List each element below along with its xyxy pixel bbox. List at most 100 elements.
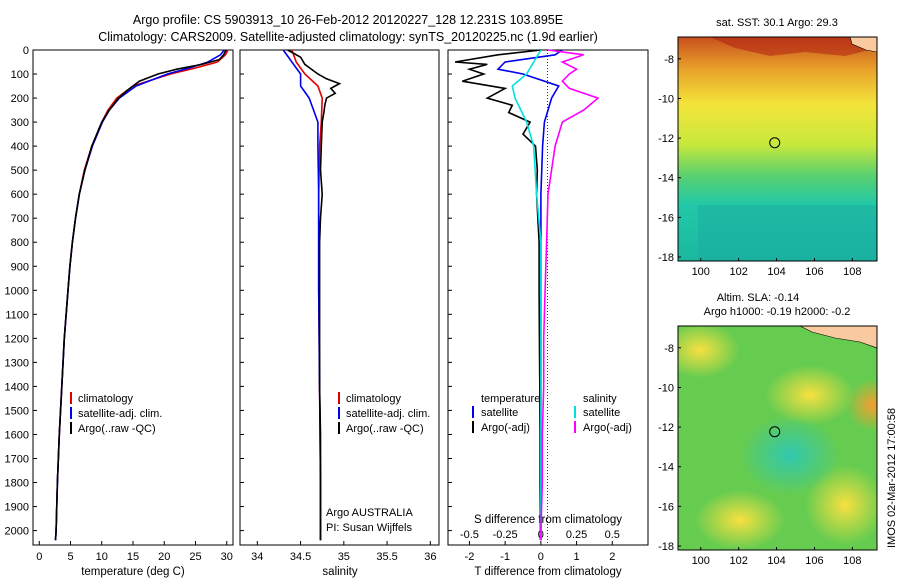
lat-tick-label: -10 <box>658 93 674 105</box>
sla-high-4 <box>695 490 785 550</box>
temperature-tick-label: 30 <box>221 551 233 563</box>
figure-subtitle: Climatology: CARS2009. Satellite-adjuste… <box>98 30 598 44</box>
series-temperature-argo-adj- <box>454 49 542 541</box>
temperature-axis: 0 5 10 15 20 25 30 <box>36 541 233 563</box>
land-mass <box>849 37 877 53</box>
salinity-tick-label: 34.5 <box>290 551 311 563</box>
sst-map: sat. SST: 30.1 Argo: 29.3 100 102 104 106 10… <box>658 17 878 278</box>
imos-stamp: IMOS 02-Mar-2012 17:00:58 <box>886 408 898 548</box>
legend-label-t-satellite: satellite <box>481 407 518 419</box>
lat-tick-label: -10 <box>658 382 674 394</box>
legend-swatch-argo <box>70 422 72 434</box>
lon-tick-label: 102 <box>729 555 747 567</box>
depth-tick-label: 1900 <box>5 502 29 514</box>
depth-tick-label: 900 <box>11 261 29 273</box>
legend-label-s-argo: Argo(-adj) <box>583 422 632 434</box>
sst-map-axes: 100 102 104 106 108 -8 -10 -12 -14 -16 -18 <box>658 54 861 278</box>
series-satellite-adj-clim- <box>54 49 225 541</box>
lat-tick-label: -18 <box>658 252 674 264</box>
sla-high-2 <box>765 365 855 425</box>
sla-high-1 <box>678 326 740 378</box>
salinity-tick-label: 34 <box>251 551 263 563</box>
depth-tick-label: 1100 <box>5 309 29 321</box>
t-difference-tick-label: 2 <box>609 551 615 563</box>
depth-tick-label: 300 <box>11 117 29 129</box>
depth-tick-label: 800 <box>11 237 29 249</box>
legend-title-temperature: temperature <box>481 393 540 405</box>
legend-label-climatology: climatology <box>78 393 134 405</box>
t-difference-axis: -2 -1 0 1 2 <box>465 541 615 563</box>
depth-axis: 0 100 200 300 400 500 600 700 800 900 1000 1100 1200… <box>5 45 452 538</box>
difference-legend: temperature satellite Argo(-adj) salinit… <box>472 393 632 434</box>
depth-tick-label: 400 <box>11 141 29 153</box>
series-argo-raw-qc- <box>54 49 227 541</box>
legend-label-climatology: climatology <box>346 393 402 405</box>
legend-label-satellite: satellite-adj. clim. <box>78 408 162 420</box>
depth-tick-label: 100 <box>11 69 29 81</box>
s-difference-tick-label: -0.25 <box>493 529 518 541</box>
lat-tick-label: -14 <box>658 462 674 474</box>
t-difference-tick-label: -2 <box>465 551 475 563</box>
lon-tick-label: 106 <box>805 555 823 567</box>
temperature-tick-label: 10 <box>96 551 108 563</box>
lat-tick-label: -16 <box>658 501 674 513</box>
legend-swatch-satellite <box>338 407 340 419</box>
difference-panel-frame <box>447 49 649 546</box>
legend-swatch-t-satellite <box>472 406 474 418</box>
series-salinity-satellite <box>511 49 542 541</box>
sla-map-frame <box>677 325 878 551</box>
depth-tick-label: 700 <box>11 213 29 225</box>
lon-tick-label: 104 <box>767 555 785 567</box>
temperature-panel-frame <box>32 49 234 546</box>
legend-swatch-satellite <box>70 407 72 419</box>
difference-series <box>454 49 600 541</box>
legend-swatch-climatology <box>70 392 72 404</box>
s-difference-tick-label: 0.5 <box>605 529 620 541</box>
legend-swatch-argo <box>338 422 340 434</box>
sla-map-axes: 100 102 104 106 108 -8 -10 -12 -14 -16 -18 <box>658 343 861 567</box>
temperature-tick-label: 25 <box>189 551 201 563</box>
t-difference-tick-label: -1 <box>500 551 510 563</box>
series-climatology <box>54 49 229 541</box>
depth-tick-label: 1200 <box>5 333 29 345</box>
lat-tick-label: -8 <box>664 343 674 355</box>
legend-label-satellite: satellite-adj. clim. <box>346 408 430 420</box>
legend-label-argo: Argo(..raw -QC) <box>346 423 424 435</box>
temperature-tick-label: 0 <box>36 551 42 563</box>
legend-swatch-t-argo <box>472 421 474 433</box>
depth-tick-label: 500 <box>11 165 29 177</box>
t-difference-axis-label: T difference from climatology <box>474 566 621 578</box>
lon-tick-label: 108 <box>843 555 861 567</box>
depth-tick-label: 1500 <box>5 405 29 417</box>
sst-map-frame <box>677 36 878 262</box>
salinity-panel-frame <box>239 49 440 546</box>
sst-map-title: sat. SST: 30.1 Argo: 29.3 <box>716 17 838 29</box>
sst-float-marker <box>769 137 781 149</box>
land-mass <box>799 326 877 349</box>
legend-swatch-climatology <box>338 392 340 404</box>
legend-label-s-satellite: satellite <box>583 407 620 419</box>
salinity-axis-label: salinity <box>322 566 357 578</box>
salinity-tick-label: 36 <box>424 551 436 563</box>
argo-country-label: Argo AUSTRALIA <box>326 507 413 519</box>
temperature-axis-label: temperature (deg C) <box>81 566 185 578</box>
temperature-series <box>54 49 229 541</box>
sla-map: Altim. SLA: -0.14 Argo h1000: -0.19 h200… <box>658 292 878 567</box>
temperature-tick-label: 5 <box>67 551 73 563</box>
figure-title: Argo profile: CS 5903913_10 26-Feb-2012 … <box>133 13 563 27</box>
depth-tick-label: 1700 <box>5 453 29 465</box>
depth-tick-label: 1800 <box>5 478 29 490</box>
s-difference-axis-label: S difference from climatology <box>474 514 622 526</box>
lat-tick-label: -8 <box>664 54 674 66</box>
legend-swatch-s-argo <box>574 421 576 433</box>
depth-tick-label: 1000 <box>5 285 29 297</box>
sla-high-3 <box>846 379 877 431</box>
lon-tick-label: 100 <box>692 266 710 278</box>
lon-tick-label: 100 <box>692 555 710 567</box>
temperature-tick-label: 15 <box>127 551 139 563</box>
salinity-legend: climatology satellite-adj. clim. Argo(..… <box>338 392 430 435</box>
lon-tick-label: 108 <box>843 266 861 278</box>
sst-warm-patch <box>678 37 877 56</box>
lat-tick-label: -14 <box>658 173 674 185</box>
